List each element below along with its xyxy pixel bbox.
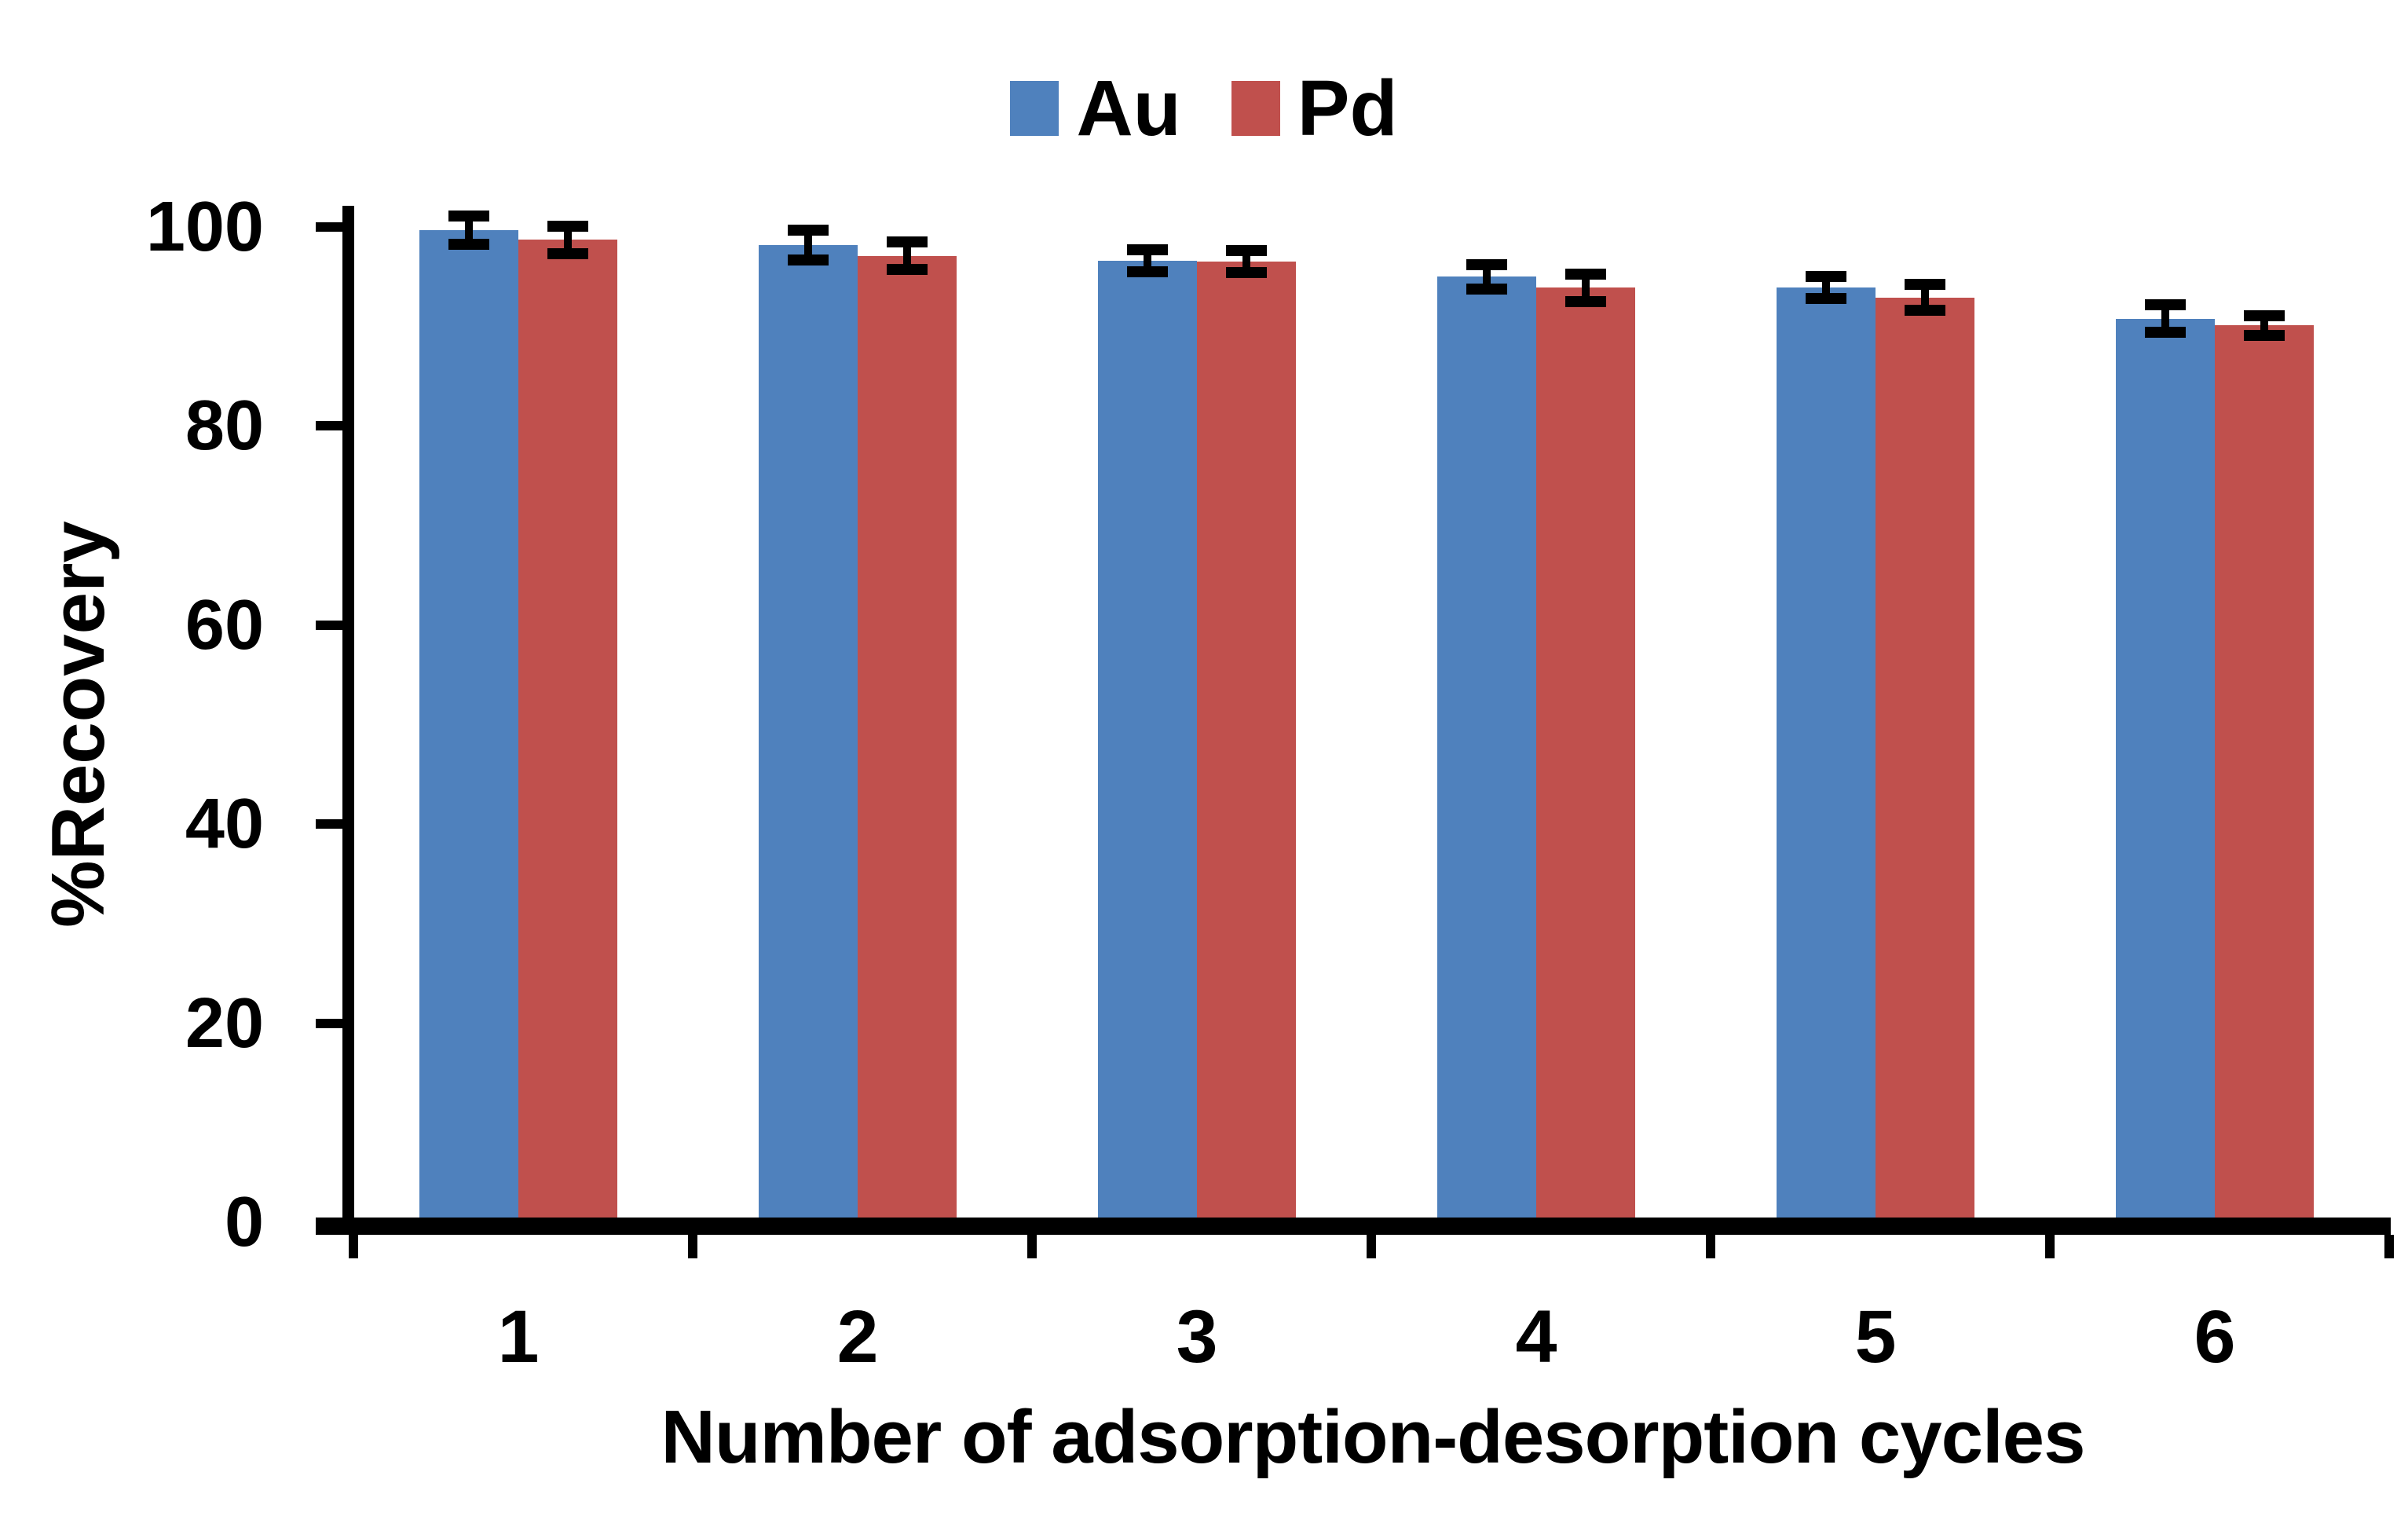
y-tick-label: 40 [185, 785, 264, 864]
error-bar-cap-bottom-pd-5 [1905, 305, 1945, 317]
x-tick-label-4: 4 [1515, 1295, 1557, 1379]
error-bar-cap-bottom-au-4 [1466, 283, 1507, 295]
legend-swatch-au [1010, 81, 1059, 136]
x-tick [1367, 1235, 1376, 1258]
error-bar-line-au-4 [1483, 265, 1491, 289]
legend-label-au: Au [1076, 64, 1181, 152]
x-tick [688, 1235, 697, 1258]
x-tick [2384, 1235, 2394, 1258]
x-tick-label-2: 2 [836, 1295, 879, 1379]
bar-au-1 [419, 229, 518, 1227]
y-tick-label: 100 [145, 188, 264, 266]
error-bar-line-au-2 [804, 229, 812, 260]
error-bar-cap-top-pd-5 [1905, 279, 1945, 291]
legend: Au Pd [0, 69, 2408, 148]
error-bar-cap-top-au-4 [1466, 259, 1507, 271]
bar-pd-6 [2215, 325, 2314, 1227]
bar-au-6 [2116, 318, 2215, 1227]
error-bar-line-pd-4 [1582, 273, 1590, 302]
x-tick [1706, 1235, 1715, 1258]
error-bar-cap-top-pd-6 [2244, 309, 2285, 321]
bar-pd-5 [1876, 297, 1974, 1227]
y-tick-label: 0 [224, 1183, 264, 1262]
y-tick-label: 20 [185, 983, 264, 1063]
bar-au-2 [759, 244, 858, 1227]
x-axis-line [316, 1218, 2391, 1235]
error-bar-cap-bottom-pd-4 [1565, 296, 1606, 308]
bar-au-5 [1777, 287, 1876, 1227]
x-tick-label-1: 1 [497, 1295, 540, 1379]
bar-pd-3 [1197, 262, 1296, 1227]
error-bar-line-au-1 [465, 216, 473, 244]
error-bar-cap-bottom-pd-6 [2244, 330, 2285, 342]
x-tick [2045, 1235, 2055, 1258]
y-tick [316, 819, 342, 829]
legend-swatch-pd [1231, 81, 1280, 136]
legend-label-pd: Pd [1297, 64, 1398, 152]
x-tick-label-3: 3 [1176, 1295, 1218, 1379]
error-bar-line-pd-3 [1242, 251, 1250, 273]
y-axis-line [342, 206, 354, 1235]
x-tick [349, 1235, 358, 1258]
bar-pd-2 [858, 255, 957, 1227]
error-bar-cap-bottom-pd-1 [547, 248, 588, 260]
bar-pd-1 [518, 240, 617, 1227]
error-bar-cap-top-au-5 [1806, 271, 1846, 283]
error-bar-line-pd-1 [564, 225, 572, 254]
error-bar-cap-bottom-pd-3 [1226, 267, 1267, 279]
error-bar-cap-top-au-6 [2145, 298, 2186, 310]
error-bar-cap-top-au-1 [448, 211, 489, 222]
error-bar-cap-top-pd-1 [547, 220, 588, 232]
x-tick [1027, 1235, 1037, 1258]
error-bar-cap-bottom-pd-2 [887, 264, 928, 276]
error-bar-cap-top-au-3 [1127, 244, 1168, 256]
bar-au-3 [1098, 261, 1197, 1227]
error-bar-cap-top-au-2 [788, 224, 829, 236]
y-tick-label: 60 [185, 585, 264, 665]
error-bar-cap-bottom-au-6 [2145, 327, 2186, 339]
error-bar-cap-bottom-au-3 [1127, 266, 1168, 277]
error-bar-line-au-6 [2161, 304, 2169, 333]
error-bar-cap-bottom-au-1 [448, 238, 489, 250]
error-bar-cap-bottom-au-2 [788, 254, 829, 265]
error-bar-line-pd-5 [1921, 284, 1929, 311]
error-bar-cap-top-pd-2 [887, 236, 928, 247]
error-bar-cap-bottom-au-5 [1806, 293, 1846, 305]
x-tick-label-6: 6 [2194, 1295, 2236, 1379]
y-axis-title: %Recovery [36, 521, 120, 928]
error-bar-cap-top-pd-4 [1565, 268, 1606, 280]
y-tick [316, 421, 342, 431]
y-tick-label: 80 [185, 386, 264, 466]
x-axis-title: Number of adsorption-desorption cycles [661, 1395, 2086, 1479]
y-tick [316, 620, 342, 630]
x-tick-label-5: 5 [1854, 1295, 1897, 1379]
y-tick [316, 222, 342, 232]
error-bar-line-au-3 [1144, 250, 1151, 272]
legend-item-au: Au [1010, 64, 1181, 152]
error-bar-line-pd-2 [903, 242, 911, 270]
error-bar-cap-top-pd-3 [1226, 245, 1267, 257]
error-bar-line-au-5 [1822, 276, 1830, 299]
bar-pd-4 [1536, 287, 1635, 1227]
legend-item-pd: Pd [1231, 69, 1398, 148]
y-tick [316, 1018, 342, 1028]
error-bar-line-pd-6 [2260, 315, 2268, 336]
bar-au-4 [1437, 276, 1536, 1227]
